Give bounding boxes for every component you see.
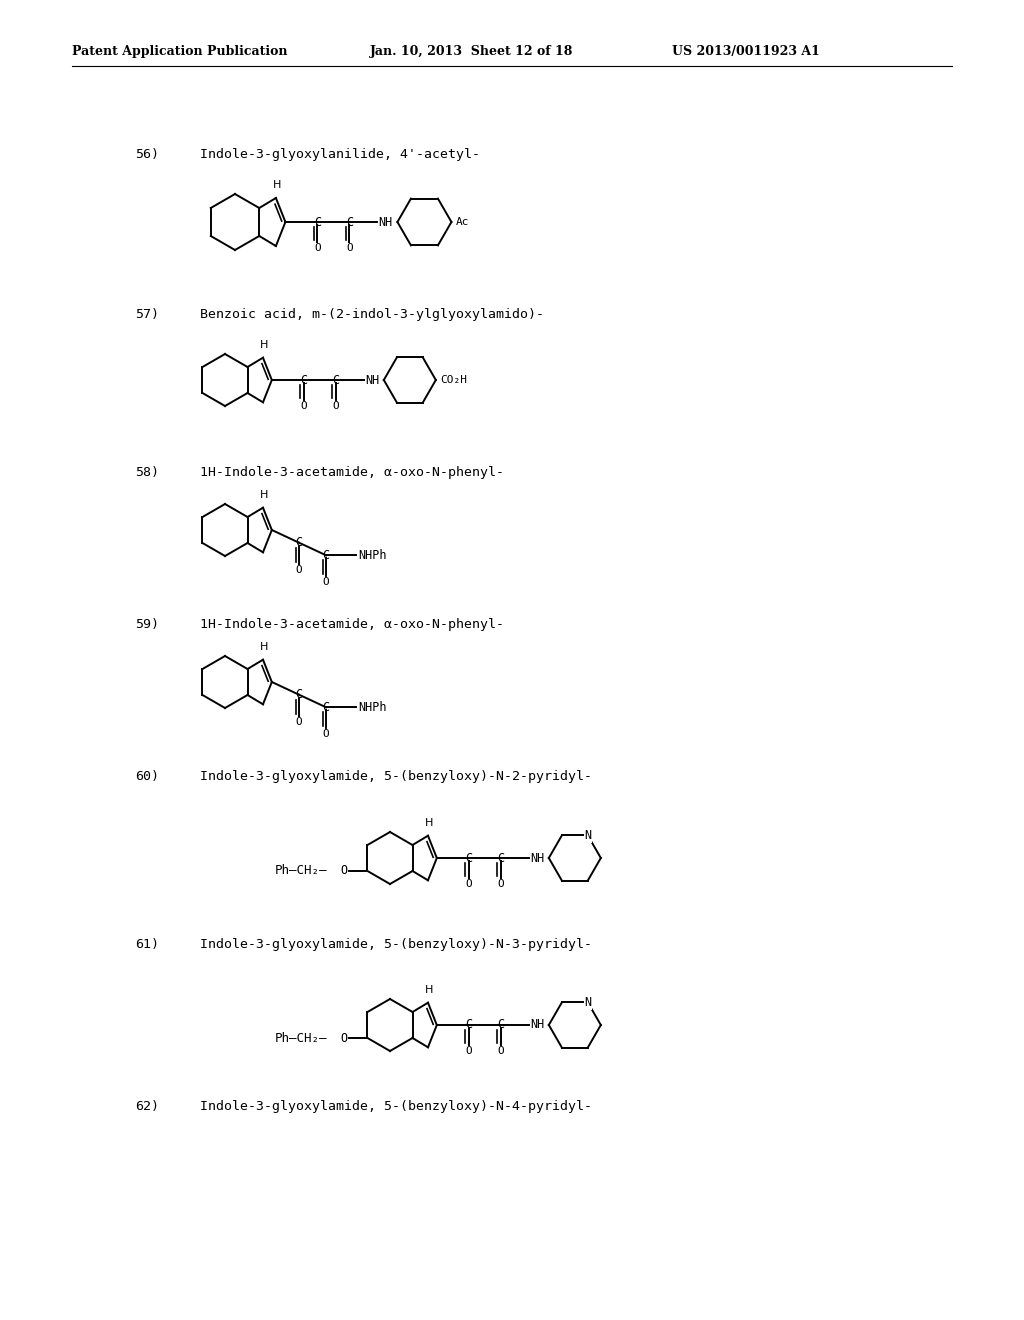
- Text: 61): 61): [135, 939, 159, 950]
- Text: 62): 62): [135, 1100, 159, 1113]
- Text: 59): 59): [135, 618, 159, 631]
- Text: Jan. 10, 2013  Sheet 12 of 18: Jan. 10, 2013 Sheet 12 of 18: [370, 45, 573, 58]
- Text: NH: NH: [365, 374, 379, 387]
- Text: O: O: [323, 577, 330, 587]
- Text: O: O: [300, 401, 307, 411]
- Text: 58): 58): [135, 466, 159, 479]
- Text: N: N: [585, 997, 592, 1008]
- Text: C: C: [346, 215, 353, 228]
- Text: C: C: [323, 701, 330, 714]
- Text: O: O: [498, 1045, 504, 1056]
- Text: NHPh: NHPh: [358, 701, 387, 714]
- Text: H: H: [260, 642, 268, 652]
- Text: Ph—CH₂—: Ph—CH₂—: [275, 1031, 328, 1044]
- Text: Indole-3-glyoxylamide, 5-(benzyloxy)-N-4-pyridyl-: Indole-3-glyoxylamide, 5-(benzyloxy)-N-4…: [200, 1100, 592, 1113]
- Text: NH: NH: [379, 215, 392, 228]
- Text: C: C: [296, 536, 302, 549]
- Text: 1H-Indole-3-acetamide, α-oxo-N-phenyl-: 1H-Indole-3-acetamide, α-oxo-N-phenyl-: [200, 466, 504, 479]
- Text: O: O: [314, 243, 321, 253]
- Text: Indole-3-glyoxylamide, 5-(benzyloxy)-N-3-pyridyl-: Indole-3-glyoxylamide, 5-(benzyloxy)-N-3…: [200, 939, 592, 950]
- Text: C: C: [498, 851, 505, 865]
- Text: H: H: [425, 985, 433, 995]
- Text: O: O: [466, 879, 472, 888]
- Text: H: H: [260, 339, 268, 350]
- Text: O: O: [498, 879, 504, 888]
- Text: Ac: Ac: [456, 216, 469, 227]
- Text: C: C: [300, 374, 307, 387]
- Text: 60): 60): [135, 770, 159, 783]
- Text: C: C: [465, 1019, 472, 1031]
- Text: O: O: [296, 565, 302, 574]
- Text: NH: NH: [529, 1019, 544, 1031]
- Text: Indole-3-glyoxylamide, 5-(benzyloxy)-N-2-pyridyl-: Indole-3-glyoxylamide, 5-(benzyloxy)-N-2…: [200, 770, 592, 783]
- Text: C: C: [332, 374, 339, 387]
- Text: C: C: [296, 688, 302, 701]
- Text: H: H: [425, 817, 433, 828]
- Text: O: O: [323, 730, 330, 739]
- Text: O: O: [340, 1031, 347, 1044]
- Text: C: C: [323, 549, 330, 562]
- Text: NHPh: NHPh: [358, 549, 387, 562]
- Text: Ph—CH₂—: Ph—CH₂—: [275, 865, 328, 878]
- Text: Indole-3-glyoxylanilide, 4'-acetyl-: Indole-3-glyoxylanilide, 4'-acetyl-: [200, 148, 480, 161]
- Text: O: O: [466, 1045, 472, 1056]
- Text: 56): 56): [135, 148, 159, 161]
- Text: O: O: [333, 401, 339, 411]
- Text: Benzoic acid, m-(2-indol-3-ylglyoxylamido)-: Benzoic acid, m-(2-indol-3-ylglyoxylamid…: [200, 308, 544, 321]
- Text: NH: NH: [529, 851, 544, 865]
- Text: CO₂H: CO₂H: [440, 375, 467, 385]
- Text: C: C: [314, 215, 321, 228]
- Text: O: O: [346, 243, 353, 253]
- Text: 1H-Indole-3-acetamide, α-oxo-N-phenyl-: 1H-Indole-3-acetamide, α-oxo-N-phenyl-: [200, 618, 504, 631]
- Text: Patent Application Publication: Patent Application Publication: [72, 45, 288, 58]
- Text: C: C: [498, 1019, 505, 1031]
- Text: N: N: [585, 829, 592, 842]
- Text: O: O: [340, 865, 347, 878]
- Text: O: O: [296, 717, 302, 727]
- Text: H: H: [272, 180, 282, 190]
- Text: 57): 57): [135, 308, 159, 321]
- Text: US 2013/0011923 A1: US 2013/0011923 A1: [672, 45, 820, 58]
- Text: H: H: [260, 490, 268, 500]
- Text: C: C: [465, 851, 472, 865]
